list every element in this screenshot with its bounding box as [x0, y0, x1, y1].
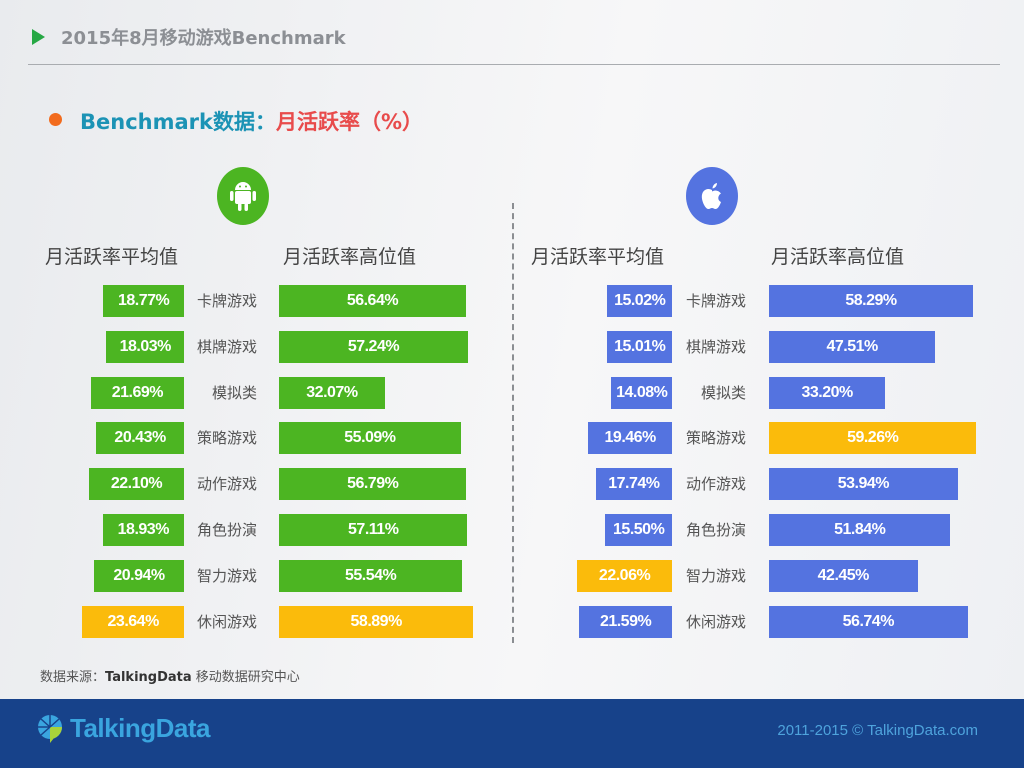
- android-avg-bar: 20.43%: [96, 422, 184, 455]
- android-high-bar: 55.09%: [279, 422, 461, 455]
- android-category-label: 卡牌游戏: [196, 292, 257, 310]
- android-avg-bar: 21.69%: [90, 376, 184, 409]
- android-category-label: 策略游戏: [196, 429, 257, 448]
- data-source: 数据来源：TalkingData 移动数据研究中心: [40, 666, 300, 685]
- source-label: 数据来源：: [40, 670, 106, 685]
- page-title: 2015年8月移动游戏Benchmark: [61, 28, 346, 49]
- android-category-label: 模拟类: [211, 383, 257, 402]
- ios-avg-bar: 14.08%: [611, 376, 672, 409]
- talkingdata-logo: TalkingData: [36, 713, 210, 744]
- ios-category-label: 休闲游戏: [685, 612, 746, 631]
- ios-high-bar: 33.20%: [769, 376, 886, 409]
- android-category-label: 动作游戏: [196, 475, 257, 494]
- logo-text: TalkingData: [70, 713, 210, 743]
- ios-avg-bar: 15.50%: [605, 514, 672, 546]
- ios-category-label: 策略游戏: [685, 429, 746, 448]
- apple-icon: [686, 167, 738, 225]
- talkingdata-logo-icon: [38, 714, 62, 743]
- footer-bar: [0, 699, 1024, 768]
- android-high-bar: 57.11%: [279, 514, 468, 546]
- android-high-bar: 58.89%: [279, 605, 474, 638]
- android-high-bar: 55.54%: [279, 559, 463, 592]
- ios-high-bar: 58.29%: [769, 285, 973, 317]
- ios-high-bar: 53.94%: [769, 468, 958, 501]
- ios-high-bar: 51.84%: [769, 514, 951, 546]
- copyright: 2011-2015 © TalkingData.com: [777, 722, 978, 739]
- android-category-label: 智力游戏: [196, 566, 257, 585]
- ios-category-label: 模拟类: [700, 383, 746, 402]
- ios-high-bar: 56.74%: [769, 605, 968, 638]
- ios-avg-bar: 22.06%: [577, 559, 672, 592]
- android-high-bar: 56.64%: [279, 285, 466, 317]
- section-title-metric: 月活跃率（%）: [275, 110, 424, 134]
- ios-avg-bar: 17.74%: [595, 468, 672, 501]
- android-high-bar: 56.79%: [279, 468, 467, 501]
- ios-high-bar: 59.26%: [769, 422, 977, 455]
- header-divider: [28, 64, 1000, 65]
- android-category-label: 角色扮演: [196, 521, 257, 539]
- android-avg-bar: 23.64%: [82, 605, 184, 638]
- ios-avg-bar: 15.02%: [607, 285, 672, 317]
- android-avg-bar: 18.03%: [106, 330, 184, 363]
- ios-avg-bar: 21.59%: [579, 605, 672, 638]
- ios-category-label: 角色扮演: [685, 521, 746, 539]
- android-high-header: 月活跃率高位值: [283, 246, 417, 268]
- android-avg-bar: 20.94%: [93, 559, 184, 592]
- android-icon: [217, 167, 269, 225]
- android-category-label: 棋牌游戏: [196, 337, 257, 356]
- ios-high-bar: 42.45%: [769, 559, 918, 592]
- ios-category-label: 动作游戏: [685, 475, 746, 494]
- ios-avg-bar: 15.01%: [607, 330, 672, 363]
- ios-avg-header: 月活跃率平均值: [531, 246, 665, 268]
- source-org: TalkingData: [105, 670, 192, 685]
- section-title-prefix: Benchmark数据：: [80, 110, 276, 134]
- source-dept: 移动数据研究中心: [191, 670, 300, 685]
- platform-divider: [512, 203, 514, 643]
- ios-high-bar: 47.51%: [769, 330, 936, 363]
- android-high-bar: 57.24%: [279, 330, 468, 363]
- android-avg-bar: 18.93%: [102, 514, 184, 546]
- play-triangle-icon: [32, 29, 45, 45]
- android-avg-bar: 22.10%: [88, 468, 184, 501]
- ios-avg-bar: 19.46%: [588, 422, 672, 455]
- ios-high-header: 月活跃率高位值: [771, 246, 905, 268]
- ios-category-label: 卡牌游戏: [685, 292, 746, 310]
- ios-category-label: 棋牌游戏: [685, 337, 746, 356]
- bullet-dot-icon: [49, 113, 62, 126]
- android-high-bar: 32.07%: [279, 376, 385, 409]
- section-title: Benchmark数据：月活跃率（%）: [80, 106, 423, 136]
- ios-category-label: 智力游戏: [685, 566, 746, 585]
- android-avg-bar: 18.77%: [103, 285, 184, 317]
- android-category-label: 休闲游戏: [196, 612, 257, 631]
- android-avg-header: 月活跃率平均值: [45, 246, 179, 268]
